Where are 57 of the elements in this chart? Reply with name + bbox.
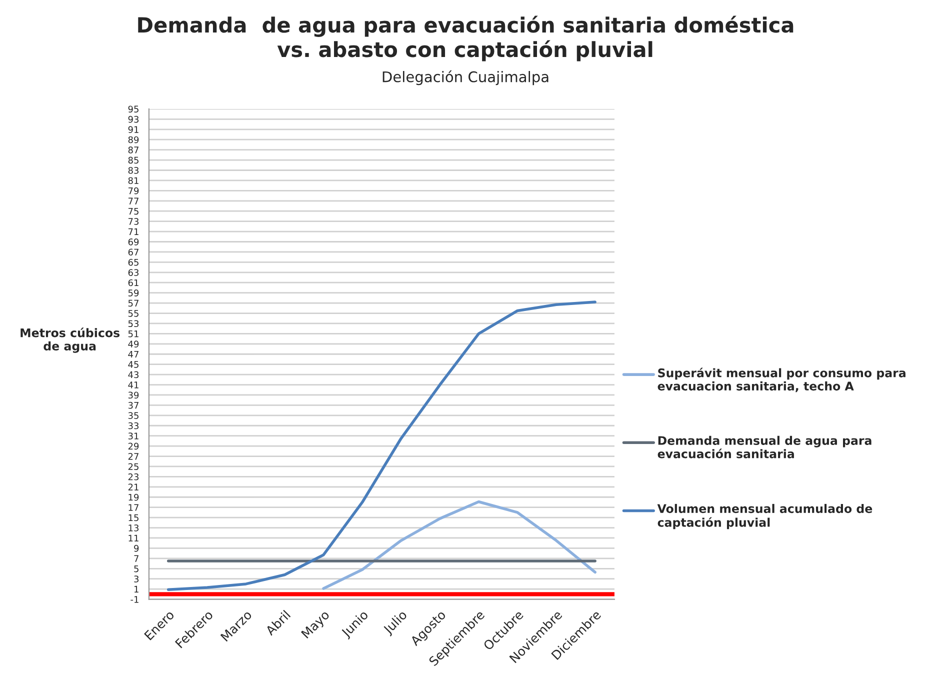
y-tick-label: 7 [134, 555, 138, 562]
y-tick-label: 87 [128, 146, 138, 154]
line-series [166, 300, 596, 591]
y-tick-label: 5 [134, 565, 138, 572]
y-tick-label: 27 [128, 453, 138, 460]
y-tick-label: 69 [128, 238, 139, 246]
chart-title: Demanda de agua para evacuación sanitaria doméstica vs. abasto con captación pluvial [138, 16, 794, 62]
y-tick-label: 39 [128, 392, 139, 399]
y-tick-label: 67 [128, 248, 138, 256]
y-tick-label: 85 [128, 156, 138, 164]
y-tick-label: 73 [128, 218, 139, 225]
y-tick-label: 71 [128, 228, 138, 235]
chart-subtitle: Delegación Cuajimalpa [382, 70, 548, 86]
y-tick-label: 35 [128, 412, 138, 419]
y-tick-label: 23 [128, 473, 139, 480]
y-tick-label: 25 [128, 463, 138, 470]
legend-label: Demanda mensual de agua para evacuación sanitaria [658, 436, 872, 458]
y-tick-label: 3 [134, 576, 139, 582]
y-tick-label: 59 [128, 290, 139, 296]
y-tick-label: 81 [128, 177, 138, 184]
y-tick-label: 19 [128, 494, 139, 501]
y-tick-label: 21 [128, 484, 138, 490]
y-tick-label: 61 [128, 279, 138, 286]
y-tick-label: 53 [128, 320, 139, 328]
y-tick-label: 79 [128, 187, 139, 194]
y-tick-label: 41 [128, 382, 138, 388]
y-tick-label: 1 [134, 586, 138, 592]
y-tick-label: 29 [128, 442, 139, 450]
y-tick-label: 55 [128, 310, 138, 317]
y-tick-label: 77 [128, 198, 138, 204]
y-tick-label: 49 [128, 340, 139, 348]
line-series [322, 500, 596, 590]
y-tick-label: 43 [128, 371, 139, 378]
y-tick-label: 75 [128, 208, 138, 215]
y-tick-label: 63 [128, 269, 139, 276]
y-axis-title: Metros cúbicos de agua [20, 328, 120, 353]
y-tick-label: 47 [128, 350, 138, 358]
y-tick-label: 83 [128, 166, 139, 174]
y-tick-label: 11 [128, 534, 138, 542]
y-tick-label: 13 [128, 524, 139, 532]
y-tick-label: 65 [128, 258, 138, 266]
y-tick-label: 15 [128, 514, 138, 522]
y-tick-label: 51 [128, 330, 138, 338]
legend-label: Volumen mensual acumulado de captación pluvial [657, 504, 872, 530]
y-tick-label: -1 [130, 596, 138, 603]
y-tick-label: 9 [134, 544, 139, 552]
y-tick-label: 37 [128, 402, 138, 409]
y-tick-label: 89 [128, 136, 139, 144]
y-tick-label: 33 [128, 422, 139, 430]
y-tick-label: 31 [128, 432, 138, 440]
legend-label: Superávit mensual por consumo para evacuacion sanitaria, techo A [658, 368, 906, 392]
y-tick-label: 95 [128, 106, 138, 113]
y-tick-label: 91 [128, 126, 138, 133]
y-tick-label: 93 [128, 116, 139, 123]
y-tick-label: 45 [128, 361, 138, 368]
y-tick-label: 17 [128, 504, 138, 511]
y-tick-label: 57 [128, 300, 138, 307]
